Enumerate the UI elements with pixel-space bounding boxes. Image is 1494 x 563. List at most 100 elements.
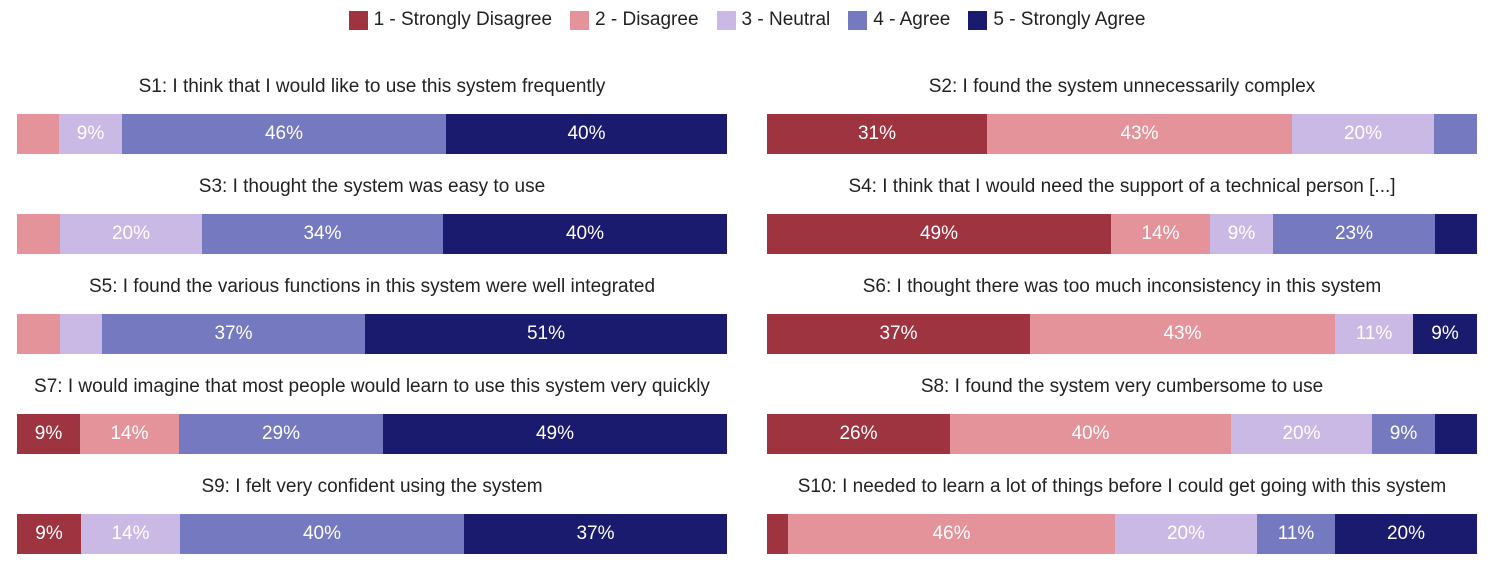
segment-value-label: 9% xyxy=(76,123,105,144)
bar-segment xyxy=(767,314,1030,354)
legend-item: 5 - Strongly Agree xyxy=(968,9,1145,31)
bar-segment xyxy=(122,114,446,154)
legend-label: 1 - Strongly Disagree xyxy=(373,9,553,30)
statement-panel: S1: I think that I would like to use thi… xyxy=(17,0,727,154)
segment-value-label: 37% xyxy=(214,323,253,344)
bar-segment xyxy=(1210,214,1273,254)
segment-value-label: 20% xyxy=(111,223,151,244)
bar-segment xyxy=(59,114,122,154)
bar-segment xyxy=(17,114,59,154)
statement-title: S10: I needed to learn a lot of things b… xyxy=(797,476,1447,497)
bar-segment xyxy=(767,114,987,154)
legend-label: 4 - Agree xyxy=(873,9,951,30)
bar-segment xyxy=(767,214,1111,254)
bar-segment xyxy=(1335,314,1413,354)
bar-segment xyxy=(179,414,383,454)
segment-value-label: 37% xyxy=(576,523,615,544)
bar-segment xyxy=(788,514,1115,554)
segment-value-label: 31% xyxy=(857,123,897,144)
bar-segment xyxy=(1231,414,1372,454)
bar-segment xyxy=(60,314,102,354)
bar-segment xyxy=(1372,414,1435,454)
segment-value-label: 26% xyxy=(839,423,878,444)
bar-segment xyxy=(1435,214,1477,254)
bar-segment xyxy=(17,314,60,354)
segment-value-label: 51% xyxy=(526,323,566,344)
legend-item: 4 - Agree xyxy=(848,9,950,31)
stacked-bar: 46% 20% 11% 20% xyxy=(767,514,1477,554)
segment-value-label: 23% xyxy=(1334,223,1374,244)
legend-item: 2 - Disagree xyxy=(570,9,699,31)
bar-segment xyxy=(464,514,727,554)
legend-swatch xyxy=(848,10,868,30)
stacked-bar: 37% 51% xyxy=(17,314,727,354)
bar-segment xyxy=(81,514,180,554)
statement-panel: S9: I felt very confident using the syst… xyxy=(17,400,727,554)
statement-title: S7: I would imagine that most people wou… xyxy=(34,376,710,397)
segment-value-label: 40% xyxy=(1071,423,1110,444)
segment-value-label: 9% xyxy=(1431,323,1459,344)
bar-segment xyxy=(1292,114,1434,154)
bar-segment xyxy=(1111,214,1210,254)
statement-title: S6: I thought there was too much inconsi… xyxy=(862,276,1382,297)
segment-value-label: 49% xyxy=(919,223,959,244)
statement-panel: S2: I found the system unnecessarily com… xyxy=(767,0,1477,154)
segment-value-label: 40% xyxy=(302,523,342,544)
segment-value-label: 46% xyxy=(264,123,304,144)
bar-segment xyxy=(767,414,950,454)
statement-title: S5: I found the various functions in thi… xyxy=(88,276,656,297)
legend-label: 3 - Neutral xyxy=(741,9,831,30)
stacked-bar: 20% 34% 40% xyxy=(17,214,727,254)
segment-value-label: 14% xyxy=(110,423,149,444)
segment-value-label: 14% xyxy=(1141,223,1180,244)
bar-segment xyxy=(1030,314,1335,354)
segment-value-label: 9% xyxy=(35,523,63,544)
segment-value-label: 11% xyxy=(1355,323,1393,344)
statement-title: S4: I think that I would need the suppor… xyxy=(848,176,1396,197)
statement-panel: S4: I think that I would need the suppor… xyxy=(767,100,1477,254)
stacked-bar: 9% 14% 40% 37% xyxy=(17,514,727,554)
bar-segment xyxy=(202,214,443,254)
bar-segment xyxy=(1273,214,1435,254)
segment-value-label: 20% xyxy=(1386,523,1426,544)
legend-label: 2 - Disagree xyxy=(595,9,699,30)
statement-title: S8: I found the system very cumbersome t… xyxy=(920,376,1324,397)
segment-value-label: 34% xyxy=(303,223,342,244)
segment-value-label: 9% xyxy=(34,423,63,444)
segment-value-label: 40% xyxy=(565,223,605,244)
stacked-bar: 37% 43% 11% 9% xyxy=(767,314,1477,354)
legend: 1 - Strongly Disagree 2 - Disagree 3 - Neu… xyxy=(0,9,1494,35)
segment-value-label: 29% xyxy=(261,423,301,444)
bar-segment xyxy=(443,214,727,254)
statement-panel: S3: I thought the system was easy to use… xyxy=(17,100,727,254)
statement-title: S2: I found the system unnecessarily com… xyxy=(928,76,1316,97)
legend-item: 3 - Neutral xyxy=(716,9,831,31)
statement-panel: S7: I would imagine that most people wou… xyxy=(17,300,727,454)
statement-title: S3: I thought the system was easy to use xyxy=(198,176,546,197)
segment-value-label: 43% xyxy=(1163,323,1202,344)
bar-segment xyxy=(80,414,179,454)
legend-swatch xyxy=(968,10,988,30)
segment-value-label: 11% xyxy=(1277,523,1315,544)
statement-title: S1: I think that I would like to use thi… xyxy=(138,76,606,97)
bar-segment xyxy=(365,314,727,354)
legend-swatch xyxy=(348,10,368,30)
bar-segment xyxy=(60,214,202,254)
legend-item: 1 - Strongly Disagree xyxy=(348,9,553,31)
bar-segment xyxy=(1257,514,1335,554)
bar-segment xyxy=(1434,114,1477,154)
statement-panel: S10: I needed to learn a lot of things b… xyxy=(767,400,1477,554)
bar-segment xyxy=(1435,414,1477,454)
bar-segment xyxy=(1413,314,1477,354)
statement-panel: S5: I found the various functions in thi… xyxy=(17,200,727,354)
bar-segment xyxy=(987,114,1292,154)
segment-value-label: 40% xyxy=(567,123,606,144)
bar-segment xyxy=(950,414,1231,454)
bar-segment xyxy=(180,514,464,554)
legend-label: 5 - Strongly Agree xyxy=(993,9,1146,30)
bar-segment xyxy=(446,114,727,154)
statement-panel: S6: I thought there was too much inconsi… xyxy=(767,200,1477,354)
bar-segment xyxy=(17,514,81,554)
segment-value-label: 37% xyxy=(879,323,918,344)
